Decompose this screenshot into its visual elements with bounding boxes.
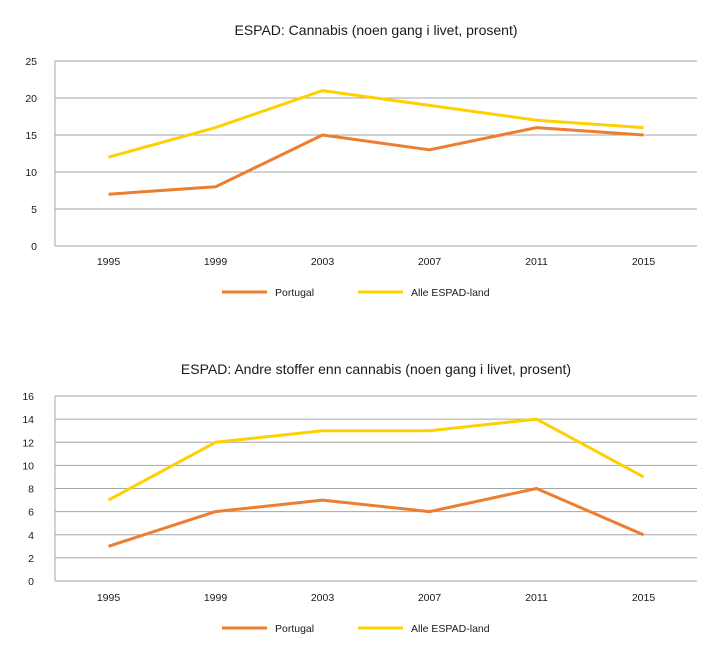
chart-1-y-tick-label: 20 (25, 93, 37, 105)
chart-1-legend-label-portugal: Portugal (275, 287, 314, 299)
chart-2-x-tick-label: 1999 (204, 592, 228, 604)
chart-2-legend-label-portugal: Portugal (275, 623, 314, 635)
chart-1-x-tick-label: 2011 (525, 256, 548, 268)
chart-2-x-tick-label: 2011 (525, 592, 548, 604)
chart-2-series-line-alle-espad-land (107, 417, 645, 502)
chart-1-y-tick-label: 10 (25, 167, 37, 179)
chart-2-x-tick-label: 2003 (311, 592, 335, 604)
chart-2-y-tick-label: 12 (22, 437, 34, 449)
chart-2-y-tick-label: 10 (22, 460, 34, 472)
chart-1-y-tick-label: 0 (31, 241, 37, 253)
chart-1-x-tick-label: 2015 (632, 256, 656, 268)
chart-1-x-tick-label: 1995 (97, 256, 121, 268)
chart-1-y-tick-label: 5 (31, 204, 37, 216)
chart-2-title: ESPAD: Andre stoffer enn cannabis (noen … (181, 361, 571, 377)
chart-1-x-tick-label: 2003 (311, 256, 335, 268)
chart-2-y-tick-label: 14 (22, 414, 34, 426)
chart-1-series-line-alle-espad-land (108, 89, 644, 159)
chart-1-x-tick-label: 1999 (204, 256, 228, 268)
chart-2-legend-label-alle-espad-land: Alle ESPAD-land (411, 623, 490, 635)
chart-2-y-tick-label: 4 (28, 530, 34, 542)
chart-2-series-line-portugal (108, 487, 645, 548)
chart-2-x-tick-label: 2007 (418, 592, 442, 604)
chart-1-y-tick-label: 25 (25, 56, 37, 68)
chart-1-title: ESPAD: Cannabis (noen gang i livet, pros… (234, 22, 517, 38)
chart-2-x-tick-label: 1995 (97, 592, 121, 604)
chart-1-legend-label-alle-espad-land: Alle ESPAD-land (411, 287, 490, 299)
chart-2-y-tick-label: 8 (28, 484, 34, 496)
chart-1-series-line-portugal (108, 126, 644, 196)
chart-2-y-tick-label: 2 (28, 553, 34, 565)
chart-2-y-tick-label: 6 (28, 507, 34, 519)
chart-2-y-tick-label: 16 (22, 391, 34, 403)
chart-1-x-tick-label: 2007 (418, 256, 442, 268)
chart-2-x-tick-label: 2015 (632, 592, 656, 604)
chart-2-y-tick-label: 0 (28, 576, 34, 588)
chart-1-y-tick-label: 15 (25, 130, 37, 142)
